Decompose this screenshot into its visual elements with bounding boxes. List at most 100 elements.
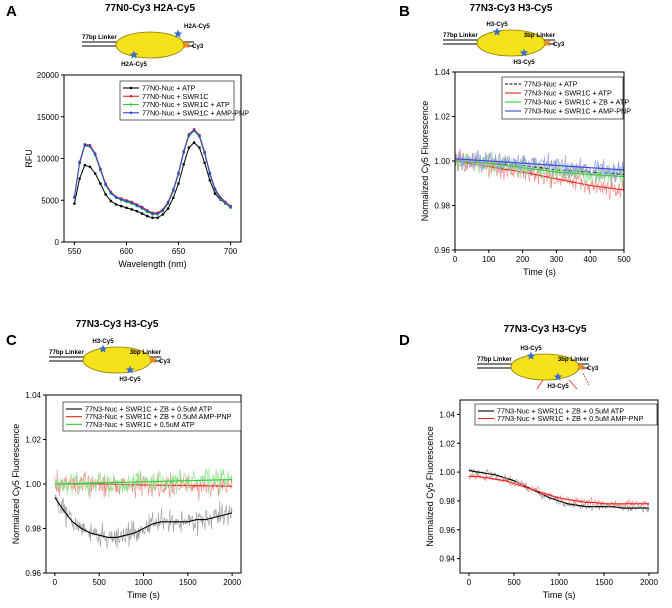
data-point bbox=[208, 178, 212, 182]
x-tick-label: 400 bbox=[584, 255, 598, 264]
legend-label: 77N3-Nuc + SWR1C + ZB + ATP bbox=[524, 98, 629, 107]
panel-title: 77N3-Cy3 H3-Cy5 bbox=[76, 319, 159, 330]
panel-B: B 77N3-Cy3 H3-Cy5 0 100 200 300 400 500 0.96 0.98… bbox=[399, 3, 631, 277]
data-point bbox=[114, 196, 118, 199]
data-point bbox=[146, 214, 149, 218]
raw-trace-1 bbox=[455, 148, 624, 200]
arrow-line bbox=[568, 379, 578, 390]
data-point bbox=[140, 206, 144, 210]
x-tick-label: 1500 bbox=[595, 578, 613, 587]
arrow-line bbox=[582, 372, 590, 386]
left-linker-label: 77bp Linker bbox=[477, 356, 512, 363]
legend-box bbox=[501, 76, 624, 120]
x-tick-label: 500 bbox=[93, 578, 107, 587]
y-axis-label: Normalized Cy5 Fluorescence bbox=[420, 101, 430, 222]
data-point bbox=[192, 141, 196, 144]
y-tick-label: 0.98 bbox=[434, 202, 450, 211]
x-tick-label: 0 bbox=[467, 578, 472, 587]
data-point bbox=[135, 204, 139, 207]
y-tick-label: 1.02 bbox=[439, 439, 455, 448]
data-point bbox=[109, 199, 113, 203]
legend-marker bbox=[129, 103, 133, 106]
data-point bbox=[83, 163, 87, 167]
data-point bbox=[229, 205, 232, 209]
x-tick-label: 1000 bbox=[550, 578, 568, 587]
cy3-label: Cy3 bbox=[587, 365, 599, 372]
panel-letter: D bbox=[399, 332, 410, 349]
left-linker-label: 77bp Linker bbox=[443, 32, 478, 39]
right-linker-label: 3bp Linker bbox=[558, 356, 590, 363]
data-point bbox=[172, 196, 175, 199]
y-tick-label: 1.04 bbox=[434, 68, 450, 77]
x-axis-label: Wavelength (nm) bbox=[118, 259, 186, 269]
series-line-1 bbox=[54, 483, 233, 487]
data-point bbox=[156, 216, 159, 220]
panel-C: C 77N3-Cy3 H3-Cy5 0 500 1000 1500 2000 0.96 0.98… bbox=[6, 319, 242, 600]
y-tick-label: 1.02 bbox=[434, 113, 450, 122]
legend-label: 77N3-Nuc + SWR1C + ZB + 0.5uM AMP-PNP bbox=[497, 414, 644, 423]
panel-D: D 77N3-Cy3 H3-Cy5 0 500 1000 1500 2000 0.94 0.96… bbox=[399, 324, 659, 600]
data-point bbox=[198, 134, 201, 138]
series-line-3 bbox=[455, 158, 624, 171]
data-point bbox=[109, 191, 113, 194]
bottom-star-label: H3-Cy5 bbox=[119, 376, 141, 383]
data-point bbox=[166, 207, 170, 210]
series-line-0 bbox=[54, 497, 233, 538]
data-point bbox=[120, 204, 123, 208]
y-tick-label: 0 bbox=[55, 238, 60, 247]
cy3-label: Cy3 bbox=[192, 43, 204, 50]
data-point bbox=[213, 192, 217, 195]
data-point bbox=[135, 209, 139, 213]
y-axis-label: Normalized Cy5 Fluorescence bbox=[11, 424, 21, 545]
nucleosome-ellipse bbox=[115, 31, 185, 59]
data-point bbox=[208, 172, 212, 175]
cy5-star-icon bbox=[553, 372, 563, 381]
data-point bbox=[104, 183, 107, 186]
y-tick-label: 1.04 bbox=[439, 410, 455, 419]
right-linker-label: 3bp Linker bbox=[524, 32, 556, 39]
x-tick-label: 700 bbox=[224, 247, 238, 256]
legend-label: 77N3-Nuc + SWR1C + ZB + 0.5uM AMP-PNP bbox=[85, 412, 232, 421]
data-point bbox=[88, 165, 92, 169]
data-point bbox=[213, 188, 217, 191]
x-axis-label: Time (s) bbox=[523, 267, 556, 277]
y-tick-label: 20000 bbox=[37, 71, 60, 80]
x-tick-label: 0 bbox=[53, 578, 58, 587]
legend-label: 77N3-Nuc + SWR1C + ZB + 0.5uM ATP bbox=[497, 407, 624, 416]
right-linker-label: 3bp Linker bbox=[130, 349, 162, 356]
cy3-star-icon bbox=[181, 40, 191, 49]
legend-label: 77N3-Nuc + SWR1C + AMP-PNP bbox=[524, 107, 631, 116]
data-point bbox=[73, 196, 76, 199]
data-point bbox=[120, 198, 123, 201]
top-star-label: H3-Cy5 bbox=[486, 21, 508, 28]
legend-label: 77N3-Nuc + ATP bbox=[524, 80, 578, 89]
x-tick-label: 0 bbox=[453, 255, 458, 264]
data-point bbox=[203, 161, 206, 164]
data-point bbox=[78, 177, 81, 180]
data-point bbox=[177, 182, 180, 185]
y-tick-label: 0.98 bbox=[439, 497, 455, 506]
data-point bbox=[156, 212, 159, 215]
legend-label: 77N3-Nuc + SWR1C + ZB + 0.5uM ATP bbox=[85, 405, 212, 414]
cy3-star-icon bbox=[576, 362, 586, 371]
cy5-star-icon bbox=[98, 344, 108, 353]
legend-label: 77N3-Nuc + SWR1C + ATP bbox=[524, 89, 612, 98]
x-tick-label: 200 bbox=[516, 255, 530, 264]
data-point bbox=[182, 163, 185, 166]
legend-marker bbox=[129, 86, 133, 90]
raw-trace-1 bbox=[468, 472, 650, 509]
cy5-star-icon bbox=[173, 29, 183, 38]
panel-A: A 77N0-Cy3 H2A-Cy5 550 600 650 700 0 5000 10000 1… bbox=[6, 3, 249, 269]
data-point bbox=[125, 199, 128, 203]
x-tick-label: 550 bbox=[68, 247, 82, 256]
x-tick-label: 100 bbox=[482, 255, 496, 264]
y-tick-label: 10000 bbox=[37, 155, 60, 164]
data-point bbox=[140, 212, 144, 215]
data-point bbox=[104, 193, 107, 196]
series-line-0 bbox=[73, 141, 231, 219]
data-point bbox=[187, 133, 191, 137]
y-tick-label: 0.94 bbox=[439, 555, 455, 564]
panel-letter: B bbox=[399, 3, 410, 20]
legend-box bbox=[119, 80, 235, 121]
